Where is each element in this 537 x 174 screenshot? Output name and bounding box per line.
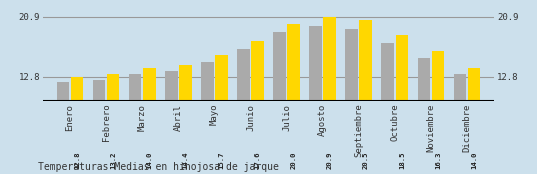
Bar (309, 26, 322, 171)
Bar (107, 74, 119, 171)
Bar (93, 80, 105, 171)
Text: 20.0: 20.0 (291, 151, 296, 169)
Bar (237, 49, 250, 171)
Bar (215, 55, 228, 171)
Bar (201, 62, 214, 171)
Bar (396, 35, 408, 171)
Bar (323, 17, 336, 171)
Text: 13.2: 13.2 (110, 151, 116, 169)
Text: 15.7: 15.7 (219, 151, 224, 169)
Text: 20.5: 20.5 (363, 151, 369, 169)
Bar (179, 65, 192, 171)
Text: 12.8: 12.8 (74, 151, 80, 169)
Bar (468, 68, 480, 171)
Bar (418, 58, 430, 171)
Bar (57, 82, 69, 171)
Text: 18.5: 18.5 (399, 151, 405, 169)
Bar (273, 33, 286, 171)
Bar (345, 29, 358, 171)
Text: 16.3: 16.3 (435, 151, 441, 169)
Bar (432, 51, 444, 171)
Bar (381, 43, 394, 171)
Text: 14.4: 14.4 (183, 151, 188, 169)
Text: 14.0: 14.0 (146, 151, 152, 169)
Text: 20.9: 20.9 (326, 151, 332, 169)
Bar (454, 74, 466, 171)
Text: 17.6: 17.6 (255, 151, 260, 169)
Text: 14.0: 14.0 (471, 151, 477, 169)
Bar (129, 74, 141, 171)
Text: Temperaturas Medias en hinojosa de jarque: Temperaturas Medias en hinojosa de jarqu… (38, 162, 279, 172)
Bar (359, 20, 372, 171)
Bar (251, 41, 264, 171)
Bar (143, 68, 156, 171)
Bar (165, 71, 178, 171)
Bar (287, 24, 300, 171)
Bar (71, 77, 83, 171)
